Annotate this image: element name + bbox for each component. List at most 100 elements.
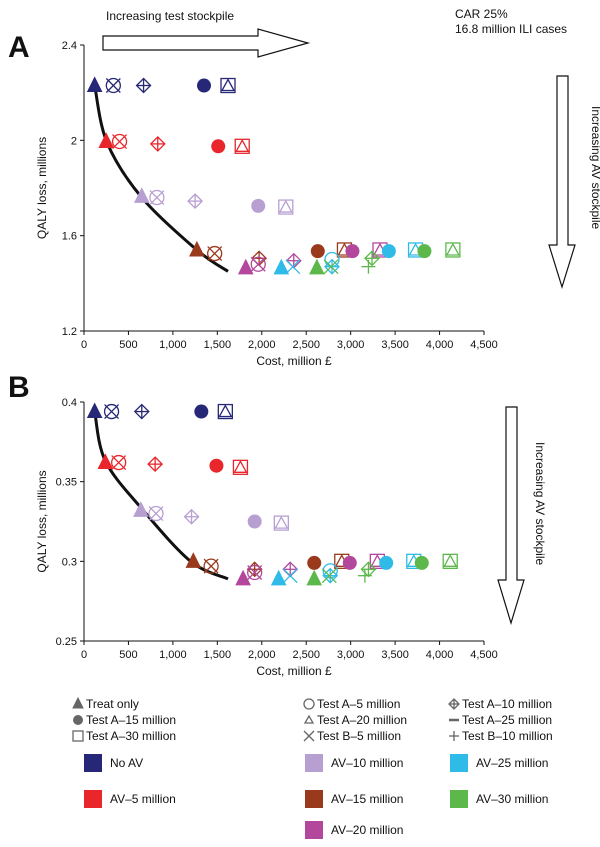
data-point-triangle (237, 258, 254, 275)
av-stockpile-arrow-b: Increasing AV stockpile (497, 406, 547, 626)
data-point-x (104, 404, 120, 420)
y-axis-title: QALY loss, millions (35, 137, 49, 239)
y-axis-title: QALY loss, millions (35, 470, 49, 572)
test-stockpile-label: Increasing test stockpile (106, 9, 234, 23)
data-point-triangle (133, 501, 149, 517)
x-tick-label: 0 (81, 649, 87, 661)
data-point-circle (417, 244, 432, 259)
down-arrow-icon (548, 75, 576, 290)
data-point-circle (251, 198, 266, 213)
data-point-x (323, 259, 339, 275)
data-point-triangle (133, 187, 150, 203)
data-point-plus (361, 259, 376, 274)
legend-color-label: AV–15 million (331, 792, 403, 806)
panel-label-b: B (8, 371, 30, 404)
data-point-x (321, 568, 337, 584)
legend-marker-item: Test A–15 million (73, 713, 176, 727)
data-point-circle (247, 514, 262, 529)
test-stockpile-arrow: Increasing test stockpile (102, 9, 311, 58)
legend-color-item: No AV (84, 754, 143, 772)
right-arrow-icon (102, 28, 311, 58)
data-point-plus (357, 568, 372, 583)
legend-color-label: AV–20 million (331, 823, 403, 837)
y-tick-label: 0.4 (62, 397, 77, 409)
data-point-circle-open (148, 505, 164, 522)
data-point-circle (345, 244, 360, 259)
x-tick-label: 3,000 (337, 339, 365, 351)
x-tick-label: 1,000 (159, 339, 187, 351)
legend-color-swatch (305, 790, 323, 808)
data-point-triangle (97, 453, 114, 470)
data-point-triangle-open (274, 515, 289, 529)
data-point-diamond-cross (149, 135, 166, 152)
y-tick-label: 0.25 (56, 636, 77, 648)
data-point-x (247, 565, 263, 580)
legend-marker-label: Test A–10 million (462, 697, 552, 711)
legend-color-swatch (305, 754, 323, 772)
x-tick-label: 4,000 (426, 339, 454, 351)
legend-color-item: AV–5 million (84, 790, 176, 808)
data-point-circle-open (103, 403, 120, 420)
data-point-diamond-cross (187, 193, 204, 210)
legend-color-label: No AV (110, 756, 143, 770)
data-point-diamond-cross (360, 561, 377, 578)
data-point-diamond-cross (364, 250, 380, 267)
x-axis-title: Cost, million £ (256, 354, 332, 368)
legend-color-swatch (84, 790, 102, 808)
legend-circle-open-icon (303, 698, 315, 710)
av-stockpile-label-b: Increasing AV stockpile (533, 442, 547, 566)
legend-color-swatch (84, 754, 102, 772)
data-point-circle (414, 555, 429, 570)
x-tick-label: 1,000 (159, 649, 187, 661)
data-point-triangle (189, 240, 205, 257)
data-point-triangle (185, 552, 202, 568)
data-point-circle-open (250, 256, 266, 272)
data-point-circle (381, 244, 396, 259)
data-point-triangle-open (235, 138, 250, 152)
data-point-triangle-open (233, 459, 248, 473)
panel-label-a: A (8, 31, 30, 64)
y-tick-label: 0.35 (56, 477, 77, 489)
x-tick-label: 4,000 (426, 649, 454, 661)
legend-marker-item: Test A–5 million (303, 697, 400, 711)
legend-color-item: AV–20 million (305, 821, 403, 839)
data-point-triangle (235, 569, 251, 586)
x-tick-label: 3,500 (381, 339, 409, 351)
legend-color-label: AV–25 million (476, 756, 548, 770)
legend-triangle-open-icon (303, 714, 315, 724)
data-point-circle-open (111, 454, 127, 471)
legend-color-item: AV–15 million (305, 790, 403, 808)
scenario-car: CAR 25% (455, 7, 508, 21)
data-point-x (250, 256, 266, 272)
legend-color-swatch (450, 790, 468, 808)
y-tick-label: 0.3 (62, 556, 77, 568)
data-point-diamond-cross (133, 403, 150, 420)
data-point-diamond-cross (246, 561, 263, 578)
legend-plus-icon (449, 731, 459, 741)
data-point-circle (342, 555, 357, 570)
y-tick-label: 2.4 (62, 40, 77, 52)
data-point-circle (209, 458, 224, 473)
data-point-circle-open (111, 133, 128, 150)
data-point-circle (194, 404, 209, 419)
data-point-circle-open (207, 245, 223, 262)
data-point-triangle (306, 569, 323, 586)
legend-x-icon (303, 730, 315, 742)
data-point-triangle (86, 402, 103, 419)
legend-color-swatch (450, 754, 468, 772)
y-tick-label: 1.6 (62, 231, 77, 243)
legend-square-open-icon (72, 730, 84, 742)
x-tick-label: 500 (119, 649, 137, 661)
legend-color-item: AV–25 million (450, 754, 548, 772)
data-point-diamond-cross (282, 561, 299, 578)
x-tick-label: 4,500 (470, 649, 498, 661)
legend-color-label: AV–10 million (331, 756, 403, 770)
data-point-triangle-open (445, 242, 460, 256)
data-point-x (285, 259, 301, 275)
legend-color-item: AV–10 million (305, 754, 403, 772)
data-point-circle (197, 78, 211, 93)
x-tick-label: 1,500 (204, 339, 232, 351)
x-tick-label: 3,500 (381, 649, 409, 661)
data-point-x (105, 78, 121, 93)
efficiency-frontier-line (93, 85, 229, 273)
